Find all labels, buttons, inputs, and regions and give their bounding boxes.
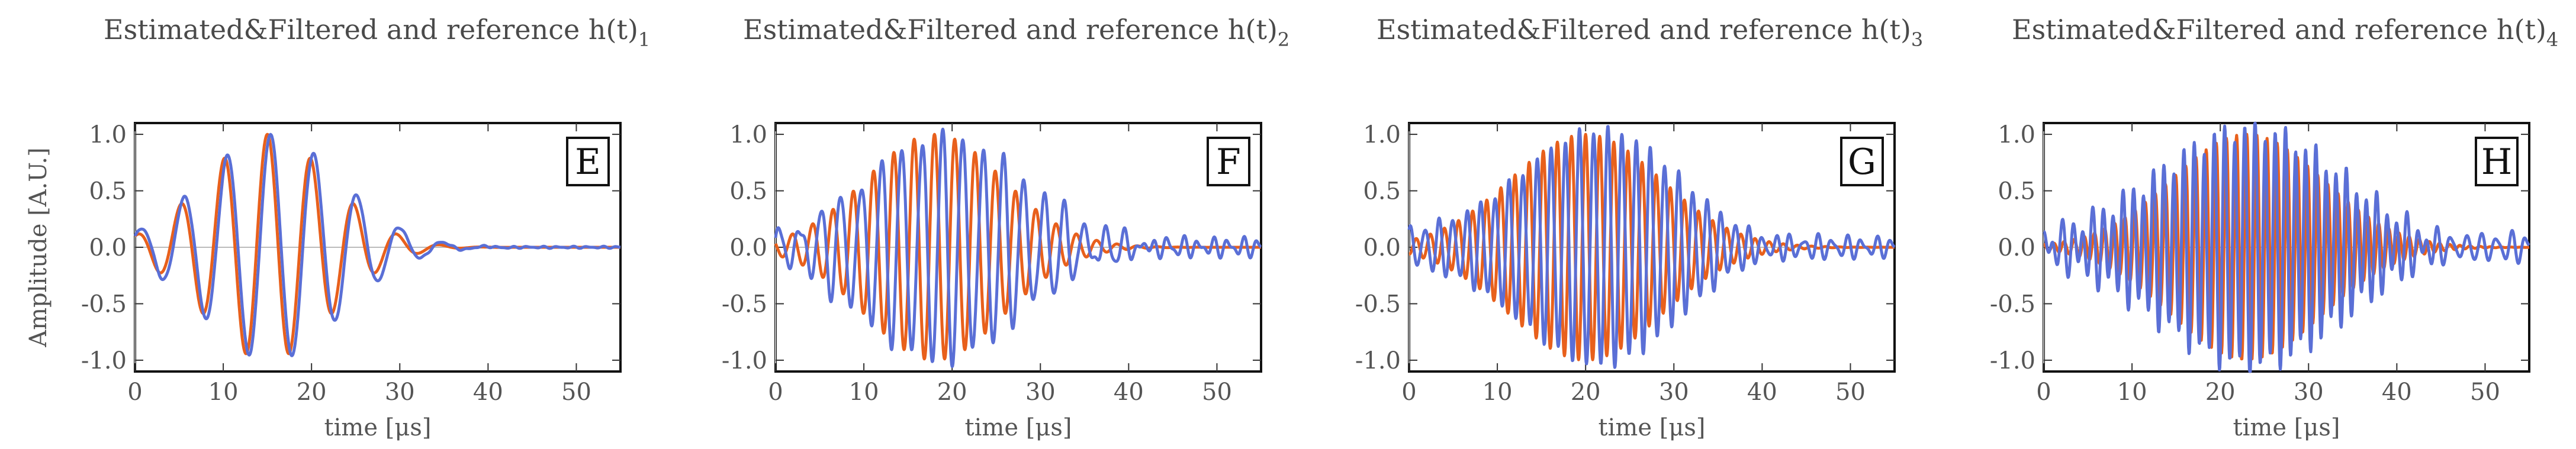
x-tick-label: 0 — [768, 379, 783, 406]
chart-panel-2: Estimated&Filtered and reference h(t)20 1… — [722, 14, 1289, 441]
x-tick-label: 30 — [1659, 379, 1689, 406]
x-tick-label: 50 — [1835, 379, 1866, 406]
y-tick-label: 1.0 — [1998, 121, 2035, 148]
x-tick-label: 40 — [1114, 379, 1144, 406]
x-tick-label: 30 — [385, 379, 415, 406]
x-tick-label: 50 — [2470, 379, 2500, 406]
x-tick-label: 40 — [1747, 379, 1777, 406]
panel-label-box — [1840, 137, 1884, 186]
panel-label: F — [1216, 141, 1241, 183]
chart-title-subscript: 4 — [2546, 28, 2558, 51]
panel-label-box — [566, 137, 610, 186]
x-tick-label: 20 — [2205, 379, 2236, 406]
x-tick-label: 40 — [473, 379, 503, 406]
chart-title-text: Estimated&Filtered and reference h(t) — [1377, 14, 1911, 46]
series-line-reference — [2043, 121, 2530, 373]
y-tick-label: 1.0 — [1363, 121, 1401, 148]
series-line-reference — [133, 133, 622, 357]
x-axis-label: time [μs] — [324, 414, 432, 441]
y-tick-label: -0.5 — [1990, 290, 2035, 318]
panel-label: H — [2481, 141, 2512, 183]
y-tick-label: -1.0 — [1990, 347, 2035, 374]
chart-title: Estimated&Filtered and reference h(t)4 — [2012, 14, 2558, 51]
chart-title-text: Estimated&Filtered and reference h(t) — [104, 14, 638, 46]
chart-panel-1: Estimated&Filtered and reference h(t)10 1… — [25, 14, 650, 441]
y-tick-label: 1.0 — [89, 121, 127, 148]
x-tick-label: 40 — [2382, 379, 2412, 406]
series-line-estimated-filtered — [1408, 133, 1896, 361]
y-tick-label: 1.0 — [729, 121, 767, 148]
x-tick-label: 0 — [127, 379, 142, 406]
y-tick-label: 0.5 — [1363, 178, 1401, 205]
chart-title-subscript: 2 — [1278, 28, 1289, 51]
chart-title-subscript: 3 — [1911, 28, 1923, 51]
chart-panel-4: Estimated&Filtered and reference h(t)40 1… — [1990, 14, 2558, 441]
chart-title-text: Estimated&Filtered and reference h(t) — [743, 14, 1278, 46]
x-tick-label: 10 — [2117, 379, 2147, 406]
y-tick-label: -1.0 — [722, 347, 767, 374]
y-tick-label: -1.0 — [81, 347, 127, 374]
y-tick-label: 0.0 — [1998, 234, 2035, 261]
x-axis-label: time [μs] — [1599, 414, 1706, 441]
y-tick-label: 0.0 — [89, 234, 127, 261]
y-axis-label: Amplitude [A.U.] — [25, 147, 52, 347]
x-tick-label: 20 — [1571, 379, 1601, 406]
x-tick-label: 10 — [1482, 379, 1513, 406]
chart-title-text: Estimated&Filtered and reference h(t) — [2012, 14, 2546, 46]
chart-panel-3: Estimated&Filtered and reference h(t)30 1… — [1355, 14, 1923, 441]
panel-label-box — [2475, 137, 2519, 186]
panel-label: E — [575, 141, 601, 183]
series-line-estimated-filtered — [134, 133, 622, 356]
y-tick-label: 0.0 — [729, 234, 767, 261]
chart-title: Estimated&Filtered and reference h(t)3 — [1377, 14, 1923, 51]
y-tick-label: 0.5 — [89, 178, 127, 205]
x-tick-label: 20 — [297, 379, 327, 406]
x-tick-label: 50 — [561, 379, 591, 406]
x-tick-label: 10 — [849, 379, 879, 406]
x-tick-label: 0 — [1401, 379, 1416, 406]
x-tick-label: 0 — [2036, 379, 2051, 406]
panel-label-box — [1207, 137, 1250, 186]
x-axis-label: time [μs] — [2233, 414, 2340, 441]
series-line-reference — [774, 127, 1262, 369]
chart-title: Estimated&Filtered and reference h(t)1 — [104, 14, 650, 51]
x-tick-label: 30 — [2294, 379, 2324, 406]
y-tick-label: 0.5 — [1998, 178, 2035, 205]
chart-title: Estimated&Filtered and reference h(t)2 — [743, 14, 1289, 51]
series-line-reference — [1407, 125, 1896, 369]
x-tick-label: 20 — [937, 379, 967, 406]
y-tick-label: 0.5 — [729, 178, 767, 205]
panel-label: G — [1848, 141, 1876, 183]
y-tick-label: 0.0 — [1363, 234, 1401, 261]
x-tick-label: 10 — [208, 379, 239, 406]
chart-title-subscript: 1 — [638, 28, 650, 51]
y-tick-label: -0.5 — [81, 290, 127, 318]
x-tick-label: 30 — [1025, 379, 1056, 406]
y-tick-label: -0.5 — [722, 290, 767, 318]
y-tick-label: -0.5 — [1355, 290, 1401, 318]
x-tick-label: 50 — [1202, 379, 1232, 406]
x-axis-label: time [μs] — [965, 414, 1072, 441]
y-tick-label: -1.0 — [1355, 347, 1401, 374]
